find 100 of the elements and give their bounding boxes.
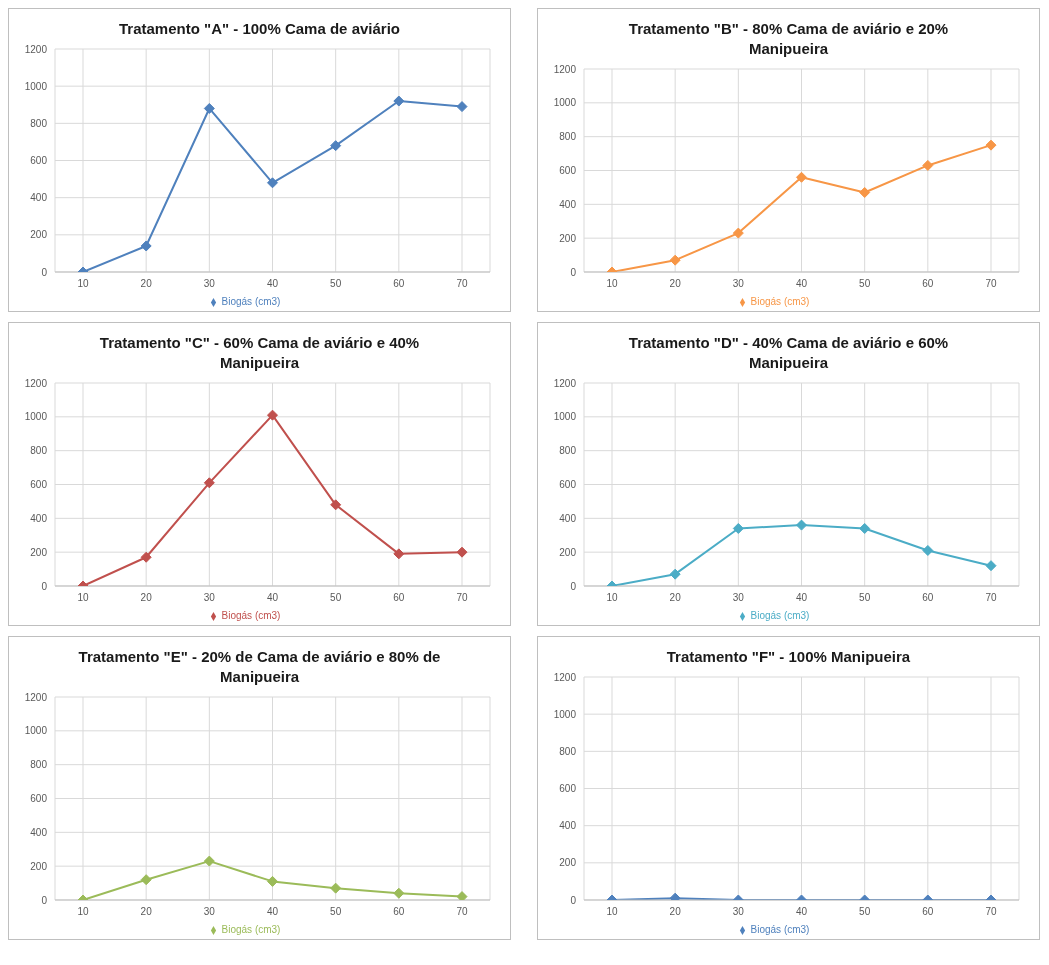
y-tick-label: 400 <box>30 192 48 204</box>
y-tick-label: 600 <box>30 479 48 491</box>
legend-label: Biogás (cm3) <box>750 924 810 935</box>
point <box>456 546 468 558</box>
y-tick-label: 0 <box>41 580 48 592</box>
y-tick-label: 600 <box>30 155 48 167</box>
point <box>267 177 278 189</box>
y-tick-label: 1200 <box>553 671 577 683</box>
y-tick-label: 600 <box>559 479 577 491</box>
y-tick-label: 400 <box>30 512 48 524</box>
point <box>456 891 468 900</box>
legend-label: Biogás (cm3) <box>221 610 281 621</box>
y-tick-label: 1200 <box>24 691 48 703</box>
x-tick-label: 70 <box>985 278 997 290</box>
point <box>203 477 215 489</box>
x-tick-label: 20 <box>669 906 682 918</box>
point <box>267 875 278 887</box>
x-tick-label: 60 <box>393 592 405 604</box>
y-tick-label: 0 <box>41 266 48 278</box>
x-tick-label: 10 <box>77 906 89 918</box>
y-tick-label: 1000 <box>553 411 577 423</box>
y-tick-label: 200 <box>30 229 48 241</box>
y-tick-label: 1000 <box>553 97 577 109</box>
point <box>922 159 934 171</box>
point <box>140 551 152 563</box>
legend-label: Biogás (cm3) <box>221 296 281 307</box>
y-tick-label: 400 <box>559 198 577 210</box>
y-tick-label: 400 <box>559 512 577 524</box>
point <box>985 139 997 151</box>
x-tick-label: 30 <box>203 278 216 290</box>
x-tick-label: 10 <box>77 278 89 290</box>
y-tick-label: 800 <box>30 445 48 457</box>
y-tick-label: 1000 <box>24 80 48 92</box>
y-tick-label: 200 <box>559 232 577 244</box>
x-tick-label: 60 <box>922 906 934 918</box>
x-tick-label: 70 <box>985 592 997 604</box>
y-tick-label: 800 <box>30 117 48 129</box>
chart-title: Tratamento "B" - 80% Cama de aviário e 20% Manipueira <box>627 19 950 59</box>
x-tick-label: 50 <box>859 278 871 290</box>
x-tick-label: 60 <box>393 278 405 290</box>
x-tick-label: 50 <box>859 592 871 604</box>
y-tick-label: 600 <box>559 783 577 795</box>
x-tick-label: 30 <box>732 592 745 604</box>
y-tick-label: 1200 <box>553 63 577 75</box>
chart-title: Tratamento "E" - 20% de Cama de aviário e 80% de Manipueira <box>77 647 442 687</box>
x-tick-label: 50 <box>859 906 871 918</box>
x-tick-label: 60 <box>393 906 405 918</box>
y-tick-label: 600 <box>559 165 577 177</box>
y-tick-label: 200 <box>559 857 577 869</box>
x-tick-label: 60 <box>922 278 934 290</box>
y-tick-label: 800 <box>559 745 577 757</box>
y-tick-label: 200 <box>30 546 48 558</box>
x-tick-label: 20 <box>140 906 153 918</box>
x-tick-label: 70 <box>456 592 468 604</box>
y-tick-label: 0 <box>570 894 577 906</box>
x-tick-label: 40 <box>266 906 279 918</box>
x-tick-label: 20 <box>140 278 153 290</box>
x-tick-label: 40 <box>266 592 279 604</box>
x-tick-label: 70 <box>985 906 997 918</box>
y-tick-label: 1000 <box>24 411 48 423</box>
point <box>859 186 871 198</box>
point <box>330 499 342 511</box>
point <box>985 560 997 572</box>
x-tick-label: 40 <box>795 592 808 604</box>
y-tick-label: 800 <box>559 131 577 143</box>
y-tick-label: 1200 <box>553 377 577 389</box>
y-tick-label: 400 <box>559 820 577 832</box>
point <box>732 227 744 239</box>
chart-title: Tratamento "F" - 100% Manipueira <box>665 647 912 667</box>
x-tick-label: 10 <box>606 906 618 918</box>
y-tick-label: 1000 <box>553 708 577 720</box>
x-tick-label: 40 <box>266 278 279 290</box>
point <box>732 522 744 534</box>
y-tick-label: 0 <box>570 266 577 278</box>
x-tick-label: 50 <box>330 592 342 604</box>
x-tick-label: 60 <box>922 592 934 604</box>
point <box>393 887 405 899</box>
point <box>796 519 807 531</box>
legend-label: Biogás (cm3) <box>750 296 810 307</box>
x-tick-label: 50 <box>330 278 342 290</box>
x-tick-label: 10 <box>606 278 618 290</box>
x-tick-label: 70 <box>456 906 468 918</box>
point <box>393 95 405 107</box>
point <box>267 409 278 421</box>
y-tick-label: 1000 <box>24 725 48 737</box>
chart-title: Tratamento "A" - 100% Cama de aviário <box>118 19 401 39</box>
x-tick-label: 20 <box>669 278 682 290</box>
point <box>330 882 342 894</box>
point <box>140 874 152 886</box>
x-tick-label: 50 <box>330 906 342 918</box>
y-tick-label: 1200 <box>24 377 48 389</box>
point <box>669 568 681 580</box>
y-tick-label: 0 <box>570 580 577 592</box>
x-tick-label: 10 <box>77 592 89 604</box>
point <box>922 544 934 556</box>
x-tick-label: 30 <box>203 906 216 918</box>
x-tick-label: 30 <box>732 906 745 918</box>
x-tick-label: 20 <box>140 592 153 604</box>
x-tick-label: 30 <box>203 592 216 604</box>
x-tick-label: 70 <box>456 278 468 290</box>
